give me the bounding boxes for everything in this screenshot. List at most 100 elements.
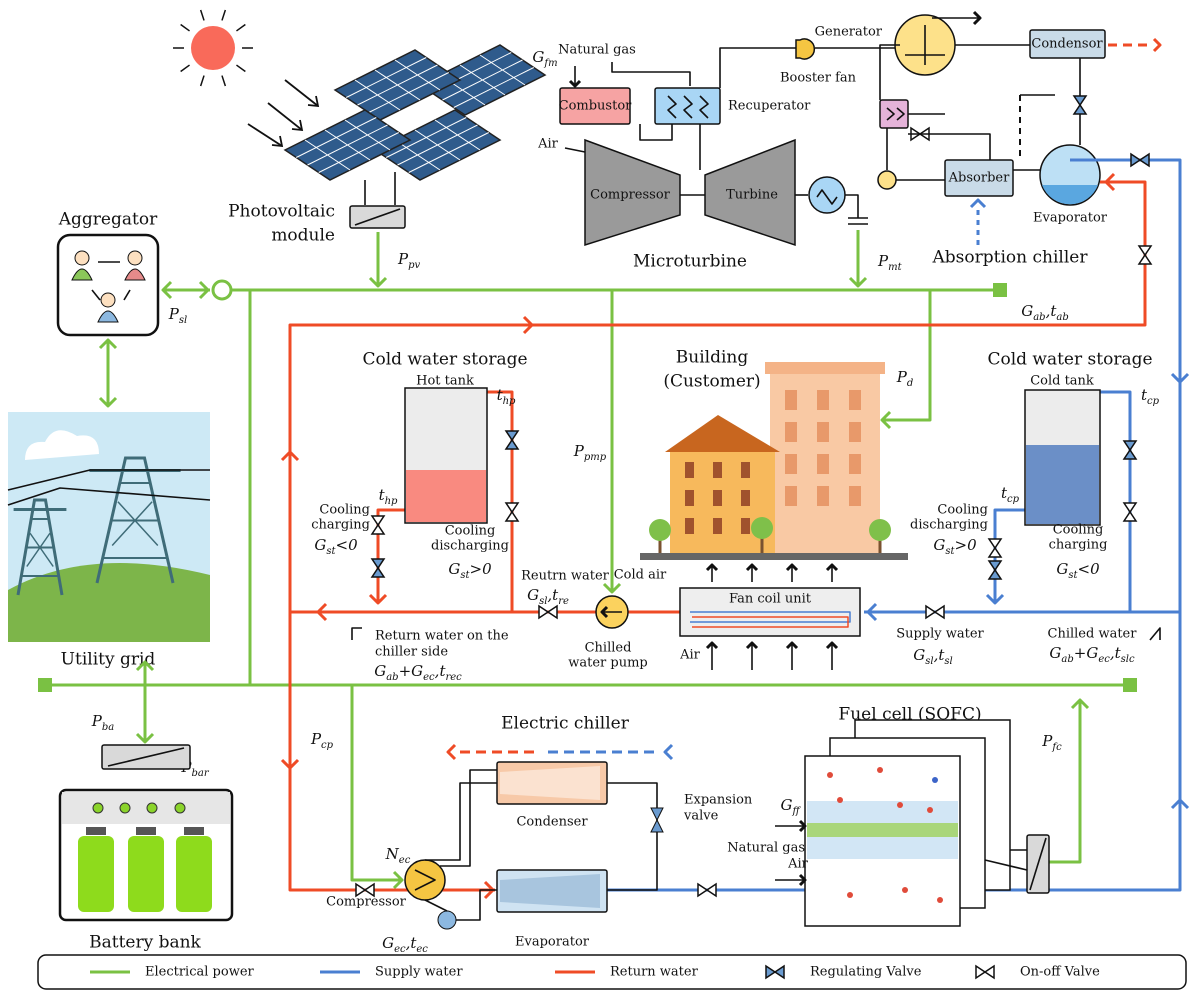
symbol-sub: bar <box>191 768 209 779</box>
arrow-head <box>316 602 328 622</box>
label: Cold air <box>614 568 667 583</box>
valve-half <box>987 538 1003 550</box>
label: Chilled <box>585 641 632 656</box>
symbol-part: G <box>933 536 945 554</box>
arrow-head <box>848 276 868 288</box>
label: module <box>271 226 335 246</box>
symbol: Gst>0 <box>448 560 492 581</box>
cloud <box>25 430 99 460</box>
symbol-part: >0 <box>955 536 978 554</box>
arrow-head <box>161 280 173 300</box>
pipe-line <box>896 107 905 121</box>
molecule <box>932 777 938 783</box>
arrow-head <box>866 602 878 622</box>
sun-ray <box>221 75 227 87</box>
symbol-part: ,t <box>406 934 418 952</box>
molecule <box>837 797 843 803</box>
symbol-part: G <box>314 536 326 554</box>
arrow-head <box>1152 37 1162 53</box>
symbol: Gsl,tre <box>527 586 569 607</box>
valve-half <box>987 560 1003 572</box>
valve-half <box>933 604 945 620</box>
symbol: Gab,tab <box>1021 302 1069 323</box>
symbol-part: P <box>877 252 889 270</box>
label: Regulating Valve <box>810 965 922 980</box>
symbol-sub: mt <box>888 262 902 273</box>
ground <box>640 553 908 560</box>
power-line <box>884 290 932 422</box>
symbol-sub: st <box>460 570 470 581</box>
cell <box>128 836 164 912</box>
tower-brace <box>26 532 51 567</box>
valve-half <box>765 964 777 980</box>
arrow-head <box>392 870 404 890</box>
converter-slash <box>107 747 185 767</box>
cell-cap <box>184 827 204 835</box>
sun <box>191 26 235 70</box>
valve-half <box>1122 510 1138 522</box>
power-line <box>1049 702 1082 864</box>
valve <box>370 558 386 578</box>
bus-end <box>38 678 52 692</box>
electrolyte <box>807 823 958 837</box>
panel-grid <box>434 119 481 151</box>
pipe-line <box>908 133 991 160</box>
molecule <box>827 772 833 778</box>
arrow-head <box>568 79 582 88</box>
molecule <box>902 887 908 893</box>
arrow-head <box>522 315 534 335</box>
symbol-sub: pmp <box>584 452 607 463</box>
arrow-head <box>1170 372 1190 384</box>
label: Cold water storage <box>362 350 527 370</box>
label: Microturbine <box>633 252 747 272</box>
label: Turbine <box>726 188 778 203</box>
symbol-part: P <box>310 730 322 748</box>
compressor <box>584 138 681 247</box>
person-body <box>71 268 93 281</box>
symbol-part: +G <box>399 662 424 680</box>
valve <box>987 560 1003 580</box>
symbol-part: >0 <box>470 560 493 578</box>
symbol-part: G <box>374 662 386 680</box>
pipe-line <box>440 769 497 867</box>
symbol-part: G <box>527 586 539 604</box>
label: Electric chiller <box>501 714 630 734</box>
valve-half <box>1122 502 1138 514</box>
window <box>713 462 722 478</box>
symbol-sub: st <box>1068 570 1078 581</box>
symbol: Gec,tec <box>382 934 428 955</box>
window <box>849 422 861 442</box>
pipe-line <box>425 782 497 861</box>
symbol-sub: sl <box>179 315 187 326</box>
symbol-sub: fc <box>1051 742 1062 753</box>
wave <box>816 189 838 205</box>
pipe-line <box>123 289 131 301</box>
valve <box>504 502 520 522</box>
window <box>785 486 797 506</box>
symbol: Gab+Gec,tslc <box>1049 644 1135 665</box>
label: Air <box>537 137 559 152</box>
label: Cooling <box>445 524 496 539</box>
symbol-part: ,t <box>435 662 447 680</box>
sun-ray <box>199 75 205 87</box>
indicator-led <box>92 802 104 814</box>
valve-half <box>925 604 937 620</box>
power-line <box>350 685 402 882</box>
valve-half <box>504 438 520 450</box>
supply-pipe <box>1100 390 1132 612</box>
anode <box>807 801 958 823</box>
roof <box>665 415 780 452</box>
sun-ray <box>199 9 205 21</box>
person-head <box>100 292 116 308</box>
label: Cooling <box>1053 523 1104 538</box>
label: Hot tank <box>416 374 474 389</box>
valve <box>1122 440 1138 460</box>
molecule <box>877 767 883 773</box>
label: Expansion <box>684 793 753 808</box>
sun-ray <box>236 64 246 73</box>
combustor <box>559 87 631 125</box>
valve-half <box>1137 245 1153 257</box>
symbol-sub: cp <box>321 740 334 751</box>
symbol-sub: ab <box>1061 654 1073 665</box>
symbol-sub: cp <box>1007 494 1020 505</box>
